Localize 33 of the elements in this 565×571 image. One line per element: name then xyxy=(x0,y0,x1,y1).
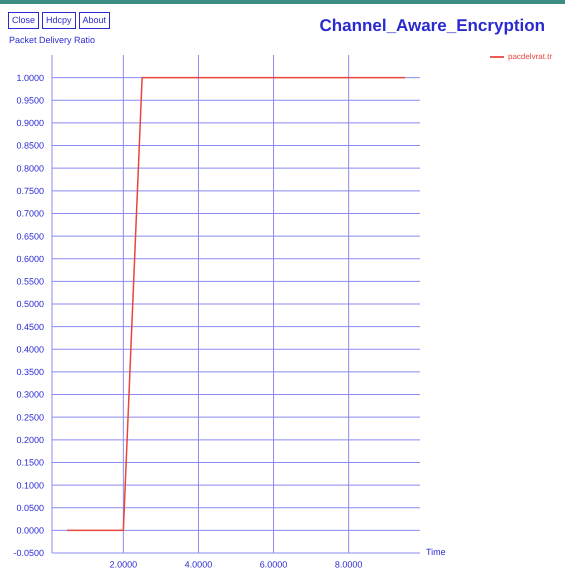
y-tick-label: 0.1000 xyxy=(16,480,44,490)
y-axis-title: Packet Delivery Ratio xyxy=(9,35,96,45)
x-tick-label: 8.0000 xyxy=(334,559,362,570)
y-tick-label: 0.2000 xyxy=(16,435,44,446)
y-tick-label: 0.8500 xyxy=(16,140,44,151)
y-tick-label: -0.0500 xyxy=(13,548,44,558)
y-tick-label: 0.7500 xyxy=(16,186,44,196)
y-tick-label: 0.8000 xyxy=(16,163,44,174)
button: About xyxy=(78,12,110,29)
button: Close xyxy=(8,12,40,29)
y-tick-label: 0.3500 xyxy=(16,367,44,378)
y-tick-label: 0.5500 xyxy=(16,276,44,287)
x-tick-label: 2.0000 xyxy=(110,559,138,570)
legend-label: pacdelvrat.tr xyxy=(508,52,552,62)
y-tick-label: 0.5000 xyxy=(16,299,44,310)
x-axis-title: Time xyxy=(426,547,446,557)
y-tick-label: 0.7000 xyxy=(16,208,44,219)
y-tick-label: 0.9500 xyxy=(16,95,44,106)
y-tick-label: 0.4500 xyxy=(16,322,44,332)
button: Hdcpy xyxy=(42,12,76,29)
x-tick-label: 6.0000 xyxy=(260,559,288,570)
y-tick-label: 1.0000 xyxy=(16,72,44,83)
y-tick-label: 0.9000 xyxy=(16,118,44,128)
y-tick-label: 0.2500 xyxy=(16,412,44,422)
y-tick-label: 0.0500 xyxy=(16,502,44,513)
x-tick-label: 4.0000 xyxy=(184,559,212,570)
y-tick-label: 0.3000 xyxy=(16,390,44,400)
y-tick-label: 0.6000 xyxy=(16,254,44,264)
chart-title: Channel_Aware_Encryption xyxy=(320,16,545,36)
y-tick-label: 0.1500 xyxy=(16,458,44,468)
y-tick-label: 0.4000 xyxy=(16,344,44,354)
y-tick-label: 0.6500 xyxy=(16,231,44,242)
y-tick-label: 0.0000 xyxy=(16,526,44,536)
